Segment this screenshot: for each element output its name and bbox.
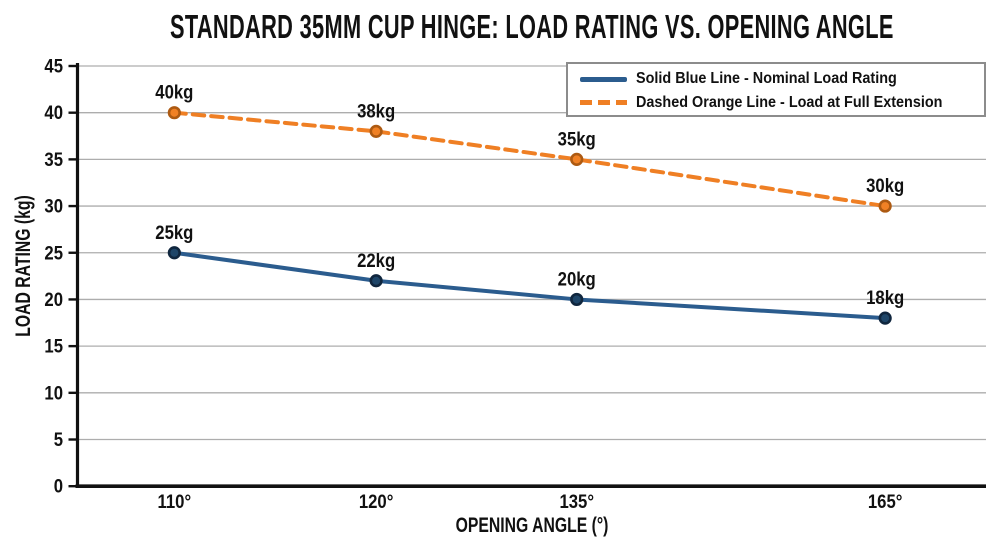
y-tick-label: 45 xyxy=(44,56,63,77)
x-tick-label: 120° xyxy=(359,491,394,512)
legend-item-nominal-load: Solid Blue Line - Nominal Load Rating xyxy=(580,68,984,91)
data-point-marker xyxy=(570,292,584,307)
x-axis-title: OPENING ANGLE (°) xyxy=(455,514,609,537)
y-tick-label: 40 xyxy=(44,102,63,123)
y-tick-label: 5 xyxy=(54,429,63,450)
x-tick-label: 135° xyxy=(559,491,594,512)
dashed-orange-line-icon xyxy=(580,100,627,106)
legend-label-nominal-load: Solid Blue Line - Nominal Load Rating xyxy=(636,70,897,88)
x-tick-label: 165° xyxy=(868,491,903,512)
legend: Solid Blue Line - Nominal Load Rating Da… xyxy=(566,62,986,117)
legend-label-full-extension: Dashed Orange Line - Load at Full Extens… xyxy=(636,93,943,111)
legend-item-full-extension: Dashed Orange Line - Load at Full Extens… xyxy=(580,91,984,114)
data-point-marker xyxy=(878,311,892,325)
y-tick-label: 20 xyxy=(44,289,63,310)
data-point-label: 18kg xyxy=(866,287,904,308)
series-line-1 xyxy=(172,110,888,209)
y-tick-label: 15 xyxy=(44,336,63,357)
x-tick-label: 110° xyxy=(158,491,192,512)
y-axis-title: LOAD RATING (kg) xyxy=(12,195,35,337)
data-point-marker xyxy=(878,199,892,213)
data-point-label: 20kg xyxy=(558,268,596,289)
y-tick-label: 0 xyxy=(54,476,63,497)
data-point-label: 38kg xyxy=(357,100,395,121)
data-point-marker xyxy=(167,246,181,260)
solid-blue-line-icon xyxy=(580,76,627,82)
data-point-marker xyxy=(167,106,181,120)
data-point-marker xyxy=(570,152,584,166)
data-point-label: 35kg xyxy=(558,128,596,149)
data-point-marker xyxy=(369,124,383,138)
data-point-label: 30kg xyxy=(866,175,904,196)
data-point-label: 40kg xyxy=(155,82,193,103)
chart-title: STANDARD 35MM CUP HINGE: LOAD RATING VS.… xyxy=(170,8,894,45)
y-tick-label: 10 xyxy=(44,382,63,403)
data-point-marker xyxy=(369,274,383,288)
y-tick-label: 30 xyxy=(44,196,63,217)
y-tick-label: 35 xyxy=(44,149,63,170)
series-line-0 xyxy=(174,250,886,321)
data-point-label: 25kg xyxy=(155,222,193,243)
y-tick-label: 25 xyxy=(44,242,63,263)
data-point-label: 22kg xyxy=(357,250,395,271)
